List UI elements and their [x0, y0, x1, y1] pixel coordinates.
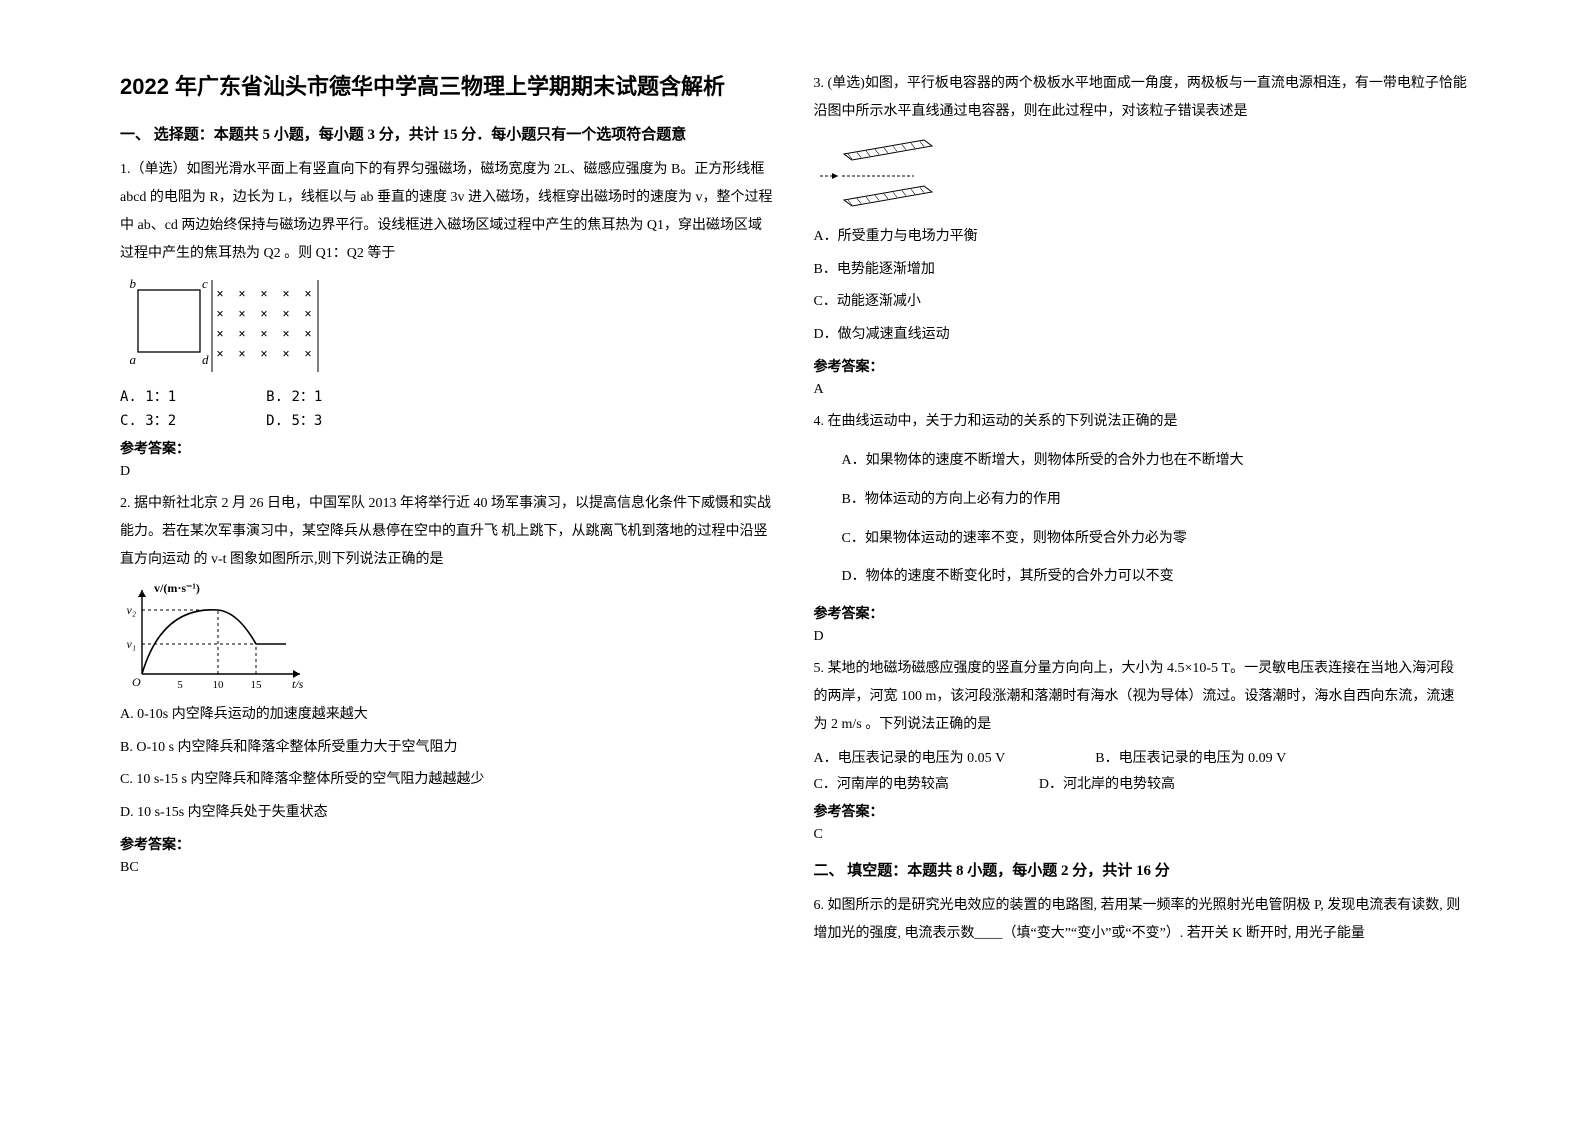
svg-text:v₂: v₂: [127, 603, 137, 617]
svg-text:×: ×: [216, 327, 223, 341]
svg-text:×: ×: [282, 287, 289, 301]
svg-text:5: 5: [177, 679, 183, 691]
svg-text:×: ×: [282, 347, 289, 361]
q4-answer: D: [814, 629, 1468, 645]
q1-optB: B. 2：1: [266, 386, 322, 406]
q1-stem: 1.（单选）如图光滑水平面上有竖直向下的有界匀强磁场，磁场宽度为 2L、磁感应强…: [120, 156, 774, 268]
q3-optB: B．电势能逐渐增加: [814, 257, 1468, 284]
q1-figure: × × × × × × × × × × × × × × × × × × × × b c a d: [120, 276, 774, 376]
q1-answer-label: 参考答案：: [120, 438, 774, 458]
q4-optD: D．物体的速度不断变化时，其所受的合外力可以不变: [842, 564, 1468, 591]
svg-text:×: ×: [304, 327, 311, 341]
q1-opts-row1: A. 1：1 B. 2：1: [120, 386, 774, 406]
q1-opts-row2: C. 3：2 D. 5：3: [120, 410, 774, 430]
q1-optA: A. 1：1: [120, 386, 176, 406]
svg-text:×: ×: [216, 287, 223, 301]
q5-optB: B．电压表记录的电压为 0.09 V: [1095, 747, 1286, 767]
q3-stem: 3. (单选)如图，平行板电容器的两个极板水平地面成一角度，两极板与一直流电源相…: [814, 70, 1468, 126]
q5-opts-row2: C．河南岸的电势较高 D．河北岸的电势较高: [814, 773, 1468, 793]
right-column: 3. (单选)如图，平行板电容器的两个极板水平地面成一角度，两极板与一直流电源相…: [794, 70, 1488, 1092]
q4-stem: 4. 在曲线运动中，关于力和运动的关系的下列说法正确的是: [814, 408, 1468, 436]
q3-optD: D．做匀减速直线运动: [814, 322, 1468, 349]
svg-text:a: a: [130, 352, 137, 367]
q4-optA: A．如果物体的速度不断增大，则物体所受的合外力也在不断增大: [842, 448, 1468, 475]
q6-stem: 6. 如图所示的是研究光电效应的装置的电路图, 若用某一频率的光照射光电管阴极 …: [814, 892, 1468, 948]
q2-answer-label: 参考答案：: [120, 834, 774, 854]
q4-optB: B．物体运动的方向上必有力的作用: [842, 487, 1468, 514]
svg-text:×: ×: [282, 327, 289, 341]
q5-stem: 5. 某地的地磁场磁感应强度的竖直分量方向向上，大小为 4.5×10-5 T。一…: [814, 655, 1468, 739]
svg-text:v₁: v₁: [127, 637, 137, 651]
svg-text:×: ×: [216, 307, 223, 321]
svg-text:×: ×: [282, 307, 289, 321]
q5-answer-label: 参考答案：: [814, 801, 1468, 821]
q1-answer: D: [120, 464, 774, 480]
q2-optB: B. O-10 s 内空降兵和降落伞整体所受重力大于空气阻力: [120, 735, 774, 762]
q5-opts-row1: A．电压表记录的电压为 0.05 V B．电压表记录的电压为 0.09 V: [814, 747, 1468, 767]
svg-text:×: ×: [304, 347, 311, 361]
svg-text:v/(m·s⁻¹): v/(m·s⁻¹): [154, 582, 200, 595]
q3-optA: A．所受重力与电场力平衡: [814, 224, 1468, 251]
svg-text:×: ×: [304, 307, 311, 321]
q2-answer: BC: [120, 860, 774, 876]
svg-text:×: ×: [260, 327, 267, 341]
svg-text:×: ×: [260, 287, 267, 301]
page-title: 2022 年广东省汕头市德华中学高三物理上学期期末试题含解析: [120, 70, 774, 103]
q5-optD: D．河北岸的电势较高: [1039, 773, 1175, 793]
q2-optD: D. 10 s-15s 内空降兵处于失重状态: [120, 800, 774, 827]
q1-optD: D. 5：3: [266, 410, 322, 430]
section2-header: 二、 填空题：本题共 8 小题，每小题 2 分，共计 16 分: [814, 859, 1468, 880]
svg-text:d: d: [202, 352, 209, 367]
svg-text:b: b: [130, 276, 137, 291]
svg-text:×: ×: [260, 307, 267, 321]
svg-text:10: 10: [213, 679, 225, 691]
svg-text:O: O: [132, 675, 141, 689]
q3-figure: [814, 134, 1468, 214]
q2-optC: C. 10 s-15 s 内空降兵和降落伞整体所受的空气阻力越越越少: [120, 767, 774, 794]
q5-optA: A．电压表记录的电压为 0.05 V: [814, 747, 1006, 767]
q2-figure: v/(m·s⁻¹) Ot/s v₂ v₁ 5 10 15: [120, 582, 774, 692]
q4-answer-label: 参考答案：: [814, 603, 1468, 623]
q2-optA: A. 0-10s 内空降兵运动的加速度越来越大: [120, 702, 774, 729]
section1-header: 一、 选择题：本题共 5 小题，每小题 3 分，共计 15 分．每小题只有一个选…: [120, 123, 774, 144]
left-column: 2022 年广东省汕头市德华中学高三物理上学期期末试题含解析 一、 选择题：本题…: [100, 70, 794, 1092]
svg-text:×: ×: [238, 327, 245, 341]
svg-text:×: ×: [304, 287, 311, 301]
svg-text:t/s: t/s: [292, 677, 304, 691]
svg-text:×: ×: [260, 347, 267, 361]
q2-stem: 2. 据中新社北京 2 月 26 日电，中国军队 2013 年将举行近 40 场…: [120, 490, 774, 574]
q3-answer-label: 参考答案：: [814, 356, 1468, 376]
q5-optC: C．河南岸的电势较高: [814, 773, 949, 793]
svg-text:×: ×: [216, 347, 223, 361]
svg-text:×: ×: [238, 347, 245, 361]
q3-answer: A: [814, 382, 1468, 398]
svg-text:15: 15: [251, 679, 263, 691]
q4-optC: C．如果物体运动的速率不变，则物体所受合外力必为零: [842, 526, 1468, 553]
q5-answer: C: [814, 827, 1468, 843]
svg-text:×: ×: [238, 287, 245, 301]
q3-optC: C．动能逐渐减小: [814, 289, 1468, 316]
q1-optC: C. 3：2: [120, 410, 176, 430]
svg-text:c: c: [202, 276, 208, 291]
svg-text:×: ×: [238, 307, 245, 321]
